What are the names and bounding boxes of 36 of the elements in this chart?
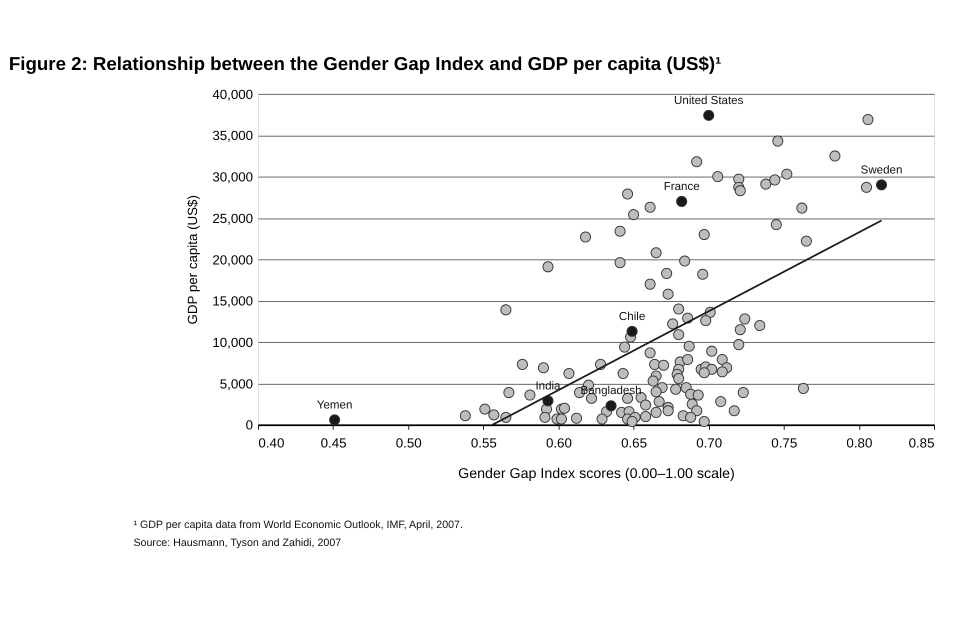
chart-title: Figure 2: Relationship between the Gender Gap Index and GDP per capita (US$)¹ (8, 52, 722, 74)
annotation: Sweden (860, 164, 902, 176)
x-tick-label: 0.45 (320, 436, 347, 451)
y-axis-title: GDP per capita (US$) (185, 195, 200, 324)
y-tick-label: 5,000 (220, 376, 254, 392)
y-tick-label: 15,000 (212, 294, 254, 309)
x-tick-label: 0.80 (846, 436, 872, 451)
text: ¹ GDP per capita data from World Economic Outlook, IMF, April, 2007. (133, 519, 463, 532)
x-tick-label: 0.55 (470, 436, 497, 451)
x-tick-label: 0.75 (771, 436, 798, 451)
x-tick-label: 0.60 (546, 436, 572, 451)
x-axis-title: Gender Gap Index scores (0.00–1.00 scale) (458, 466, 735, 482)
point (626, 326, 638, 337)
point (703, 110, 714, 121)
y-tick-label: 35,000 (212, 128, 254, 144)
point (542, 395, 554, 406)
point (606, 400, 617, 412)
x-tick-label: 0.85 (908, 436, 935, 451)
annotation: France (664, 180, 700, 193)
x-tick-label: 0.70 (696, 436, 722, 451)
x-tick-label: 0.40 (258, 436, 284, 451)
source-note: Source: Hausmann, Tyson and Zahidi, 2007 (133, 536, 342, 549)
y-tick-label: 10,000 (212, 334, 254, 350)
y-tick-label: 0 (246, 418, 254, 433)
y-tick-label: 40,000 (212, 86, 254, 102)
y-tick-label: 20,000 (212, 252, 254, 268)
y-tick-label: 30,000 (212, 170, 254, 185)
x-tick-label: 0.65 (621, 436, 648, 451)
point (876, 179, 888, 190)
annotation: Chile (618, 310, 646, 323)
annotation: Yemen (316, 399, 352, 412)
x-tick-label: 0.50 (396, 436, 422, 451)
annotation: United States (674, 94, 744, 107)
y-tick-label: 25,000 (212, 210, 254, 226)
point (676, 196, 688, 207)
point (329, 414, 340, 426)
